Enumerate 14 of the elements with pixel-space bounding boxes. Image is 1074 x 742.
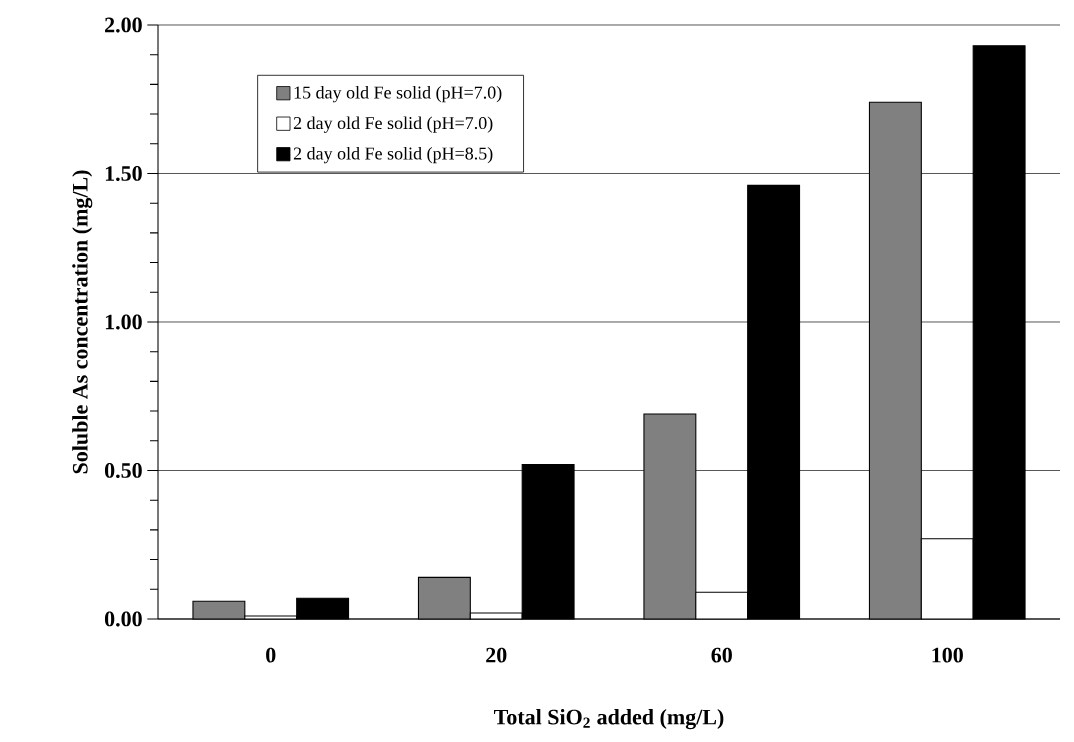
y-tick-label: 2.00 — [105, 17, 142, 33]
x-tick-label: 0 — [266, 647, 276, 663]
x-tick-label: 20 — [486, 647, 507, 663]
y-axis-title: Soluble As concentration (mg/L) — [72, 170, 93, 474]
x-axis-title: Total SiO$_{2}$ added (mg/L) — [494, 709, 724, 730]
y-tick-label: 1.50 — [105, 166, 142, 181]
x-tick-label: 100 — [932, 647, 963, 663]
x-tick-label: 60 — [711, 647, 732, 663]
y-tick-label: 0.00 — [104, 611, 142, 627]
y-tick-label: 0.50 — [104, 463, 142, 478]
legend-label: 2 day old Fe solid (pH=7.0) — [293, 116, 493, 133]
y-tick-label: 1.00 — [105, 314, 142, 330]
legend-label: 15 day old Fe solid (pH=7.0) — [294, 85, 502, 103]
legend-label: 2 day old Fe solid (pH=8.5) — [293, 146, 493, 164]
